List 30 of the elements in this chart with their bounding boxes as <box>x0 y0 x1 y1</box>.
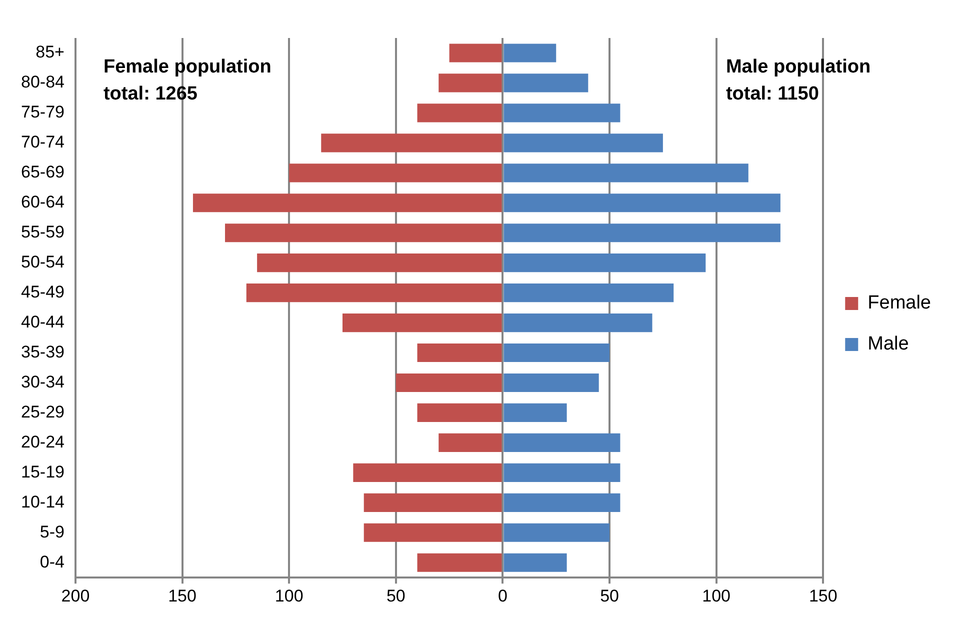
y-tick-label: 65-69 <box>20 162 64 182</box>
x-tick-label: 150 <box>808 586 838 606</box>
x-tick-label: 50 <box>600 586 619 606</box>
y-tick-label: 5-9 <box>40 522 64 542</box>
y-tick-label: 10-14 <box>20 492 64 512</box>
annotation: Female population total: 1265 <box>103 56 272 105</box>
y-tick-label: 20-24 <box>20 432 64 452</box>
annotation: Male population total: 1150 <box>726 56 871 105</box>
y-tick-label: 40-44 <box>20 312 64 332</box>
legend-label: Female <box>868 292 932 314</box>
x-tick-label: 200 <box>61 586 90 606</box>
y-tick-label: 30-34 <box>20 372 64 392</box>
x-tick-label: 50 <box>386 586 406 606</box>
y-tick-label: 85+ <box>36 42 65 62</box>
y-tick-label: 75-79 <box>20 102 64 122</box>
x-tick-label: 100 <box>702 586 731 606</box>
x-tick-label: 0 <box>498 586 508 606</box>
x-tick-label: 150 <box>168 586 196 606</box>
y-tick-label: 0-4 <box>40 552 64 572</box>
y-tick-label: 45-49 <box>20 282 64 302</box>
y-tick-label: 80-84 <box>20 72 64 92</box>
y-tick-label: 60-64 <box>20 192 64 212</box>
y-tick-label: 25-29 <box>20 402 64 422</box>
x-tick-label: 100 <box>274 586 304 606</box>
y-tick-label: 55-59 <box>20 222 64 242</box>
legend-label: Male <box>868 334 909 355</box>
y-tick-label: 35-39 <box>20 342 64 362</box>
y-tick-label: 70-74 <box>20 132 64 152</box>
y-tick-label: 50-54 <box>20 252 64 272</box>
y-tick-label: 15-19 <box>20 462 64 482</box>
